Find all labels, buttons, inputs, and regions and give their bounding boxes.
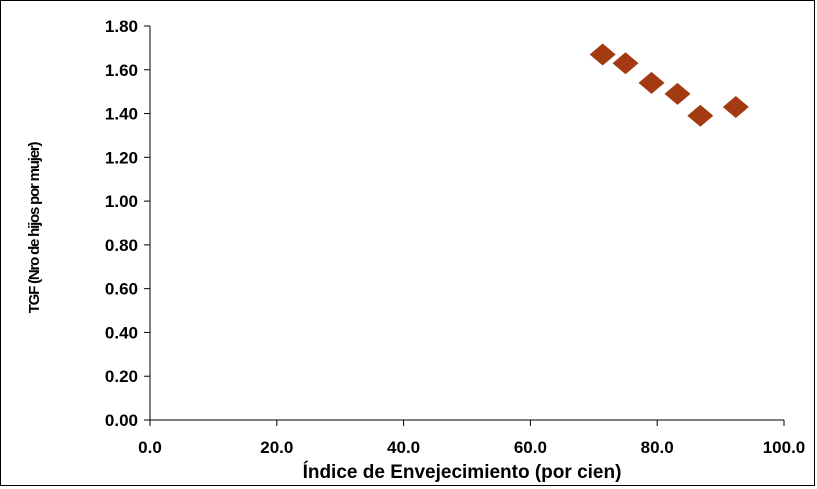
y-tick-label: 1.20 bbox=[105, 148, 138, 167]
x-tick-label: 0.0 bbox=[138, 438, 162, 457]
ticks: 0.00 0.20 0.40 0.60 0.80 1.00 1.20 1.40 1.60 1.80… bbox=[105, 17, 805, 457]
x-tick-label: 80.0 bbox=[641, 438, 674, 457]
y-tick-label: 0.20 bbox=[105, 367, 138, 386]
y-tick-label: 1.00 bbox=[105, 192, 138, 211]
y-tick-label: 1.80 bbox=[105, 17, 138, 36]
y-axis-title: TGF (Nro de hijos por mujer) bbox=[26, 142, 43, 314]
data-point bbox=[687, 104, 714, 127]
data-point bbox=[589, 43, 616, 66]
y-tick-label: 0.80 bbox=[105, 236, 138, 255]
data-point bbox=[638, 71, 665, 94]
y-tick-label: 0.60 bbox=[105, 280, 138, 299]
data-points bbox=[589, 43, 749, 127]
y-tick-label: 0.00 bbox=[105, 411, 138, 430]
data-point bbox=[664, 82, 691, 105]
data-point bbox=[722, 95, 749, 118]
data-point bbox=[612, 52, 639, 75]
x-tick-label: 60.0 bbox=[514, 438, 547, 457]
x-tick-label: 40.0 bbox=[387, 438, 420, 457]
y-tick-label: 1.60 bbox=[105, 61, 138, 80]
x-axis-title: Índice de Envejecimiento (por cien) bbox=[303, 461, 622, 483]
x-tick-label: 100.0 bbox=[763, 438, 806, 457]
axes bbox=[149, 26, 784, 421]
y-tick-label: 0.40 bbox=[105, 323, 138, 342]
y-tick-label: 1.40 bbox=[105, 105, 138, 124]
x-tick-label: 20.0 bbox=[260, 438, 293, 457]
